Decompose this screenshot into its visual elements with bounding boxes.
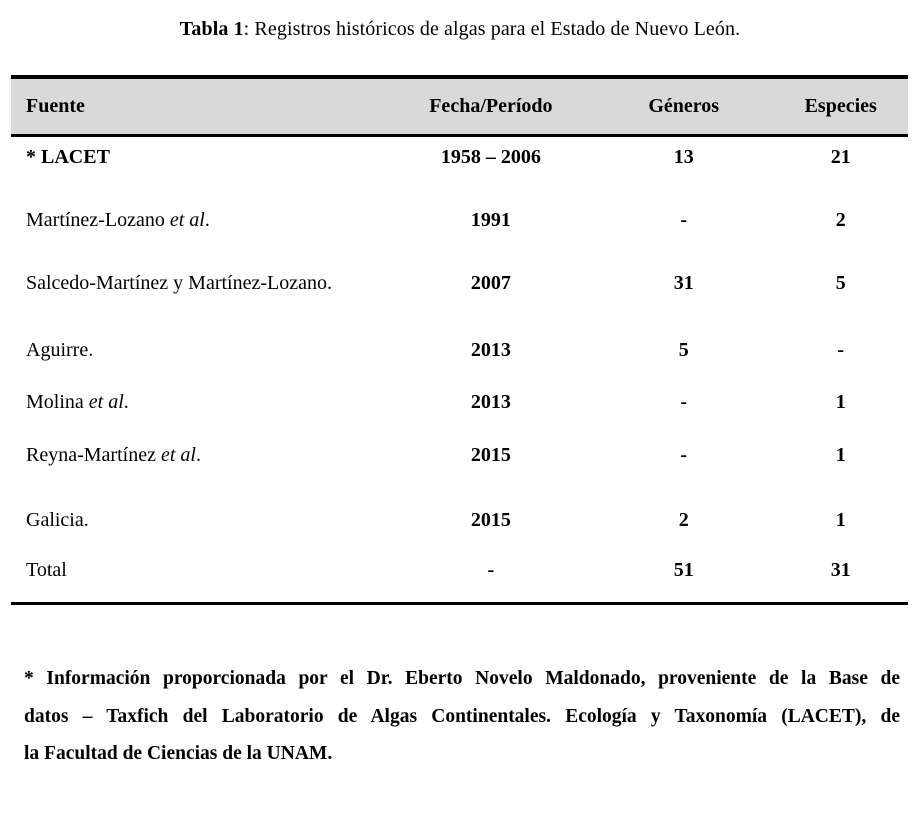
- cell-especies: 21: [830, 145, 851, 168]
- cell-fuente: Aguirre.: [26, 339, 94, 361]
- header-fuente: Fuente: [11, 77, 388, 137]
- cell-fuente: Martínez-Lozano et al.: [26, 209, 210, 231]
- cell-fecha: 2013: [470, 339, 511, 361]
- header-fecha-periodo: Fecha/Período: [387, 77, 595, 137]
- cell-especies: 2: [835, 209, 846, 231]
- cell-especies: -: [837, 339, 845, 361]
- cell-generos: 51: [673, 559, 694, 581]
- table-row: Aguirre. 2013 5 -: [11, 330, 908, 382]
- cell-generos: 5: [678, 339, 689, 361]
- cell-especies: 31: [830, 559, 851, 581]
- cell-fecha: 2013: [470, 391, 511, 413]
- cell-fecha: -: [487, 559, 495, 581]
- table-row: Total - 51 31: [11, 550, 908, 603]
- cell-fecha: 1958 – 2006: [440, 145, 541, 168]
- footnote-line: la Facultad de Ciencias de la UNAM.: [24, 743, 333, 764]
- cell-especies: 5: [835, 272, 846, 294]
- footnote-line: datos – Taxfich del Laboratorio de Algas…: [24, 705, 900, 727]
- cell-generos: 2: [678, 509, 689, 531]
- cell-fuente: Galicia.: [26, 509, 89, 531]
- cell-fuente: Salcedo-Martínez y Martínez-Lozano.: [26, 272, 332, 294]
- cell-fuente: Total: [26, 559, 67, 581]
- cell-generos: 13: [673, 145, 694, 168]
- cell-fecha: 2007: [470, 272, 511, 294]
- cell-fuente: Molina et al.: [26, 391, 129, 413]
- cell-fecha: 2015: [470, 444, 511, 466]
- table-row: Martínez-Lozano et al. 1991 - 2: [11, 200, 908, 263]
- table-caption-text: : Registros históricos de algas para el …: [243, 18, 741, 40]
- table-row: Galicia. 2015 2 1: [11, 500, 908, 550]
- header-row: Fuente Fecha/Período Géneros Especies: [11, 77, 908, 137]
- table-row: * LACET 1958 – 2006 13 21: [11, 135, 908, 200]
- cell-fecha: 2015: [470, 509, 511, 531]
- cell-generos: -: [680, 391, 688, 413]
- cell-especies: 1: [835, 509, 846, 531]
- cell-generos: -: [680, 209, 688, 231]
- records-table: Fuente Fecha/Período Géneros Especies * …: [11, 75, 908, 605]
- cell-generos: -: [680, 444, 688, 466]
- table-caption-label: Tabla 1: [179, 18, 244, 40]
- cell-especies: 1: [835, 444, 846, 466]
- table-row: Salcedo-Martínez y Martínez-Lozano. 2007…: [11, 263, 908, 330]
- header-generos: Géneros: [594, 77, 774, 137]
- header-especies: Especies: [773, 77, 908, 137]
- table-row: Molina et al. 2013 - 1: [11, 382, 908, 435]
- cell-generos: 31: [673, 272, 694, 294]
- footnote-line: * Información proporcionada por el Dr. E…: [24, 668, 900, 689]
- table-caption: Tabla 1: Registros históricos de algas p…: [0, 18, 920, 41]
- cell-fuente: * LACET: [26, 145, 110, 168]
- table-row: Reyna-Martínez et al. 2015 - 1: [11, 435, 908, 500]
- cell-fecha: 1991: [470, 209, 511, 231]
- cell-fuente: Reyna-Martínez et al.: [26, 444, 201, 466]
- footnote: * Información proporcionada por el Dr. E…: [24, 660, 900, 773]
- cell-especies: 1: [835, 391, 846, 413]
